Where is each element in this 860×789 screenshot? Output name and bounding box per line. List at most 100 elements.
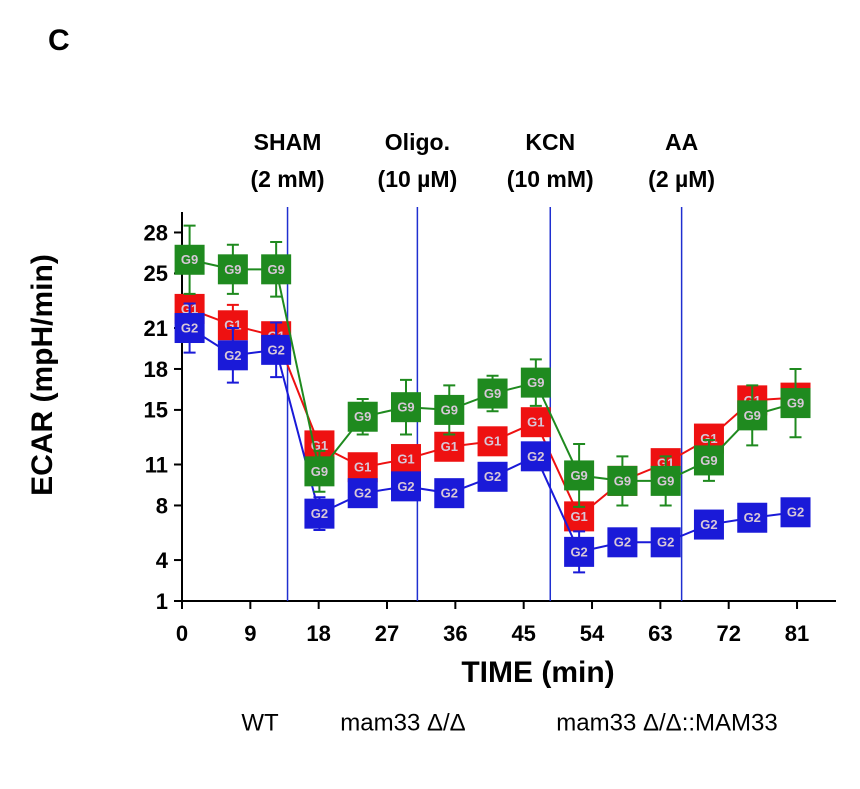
marker-label: G2 — [657, 535, 674, 550]
injection-dose: (2 mM) — [250, 166, 324, 192]
marker — [693, 445, 724, 476]
marker-label: G2 — [570, 544, 587, 559]
marker — [217, 254, 248, 285]
marker — [304, 498, 335, 529]
series: G2 G2 G2 G2 G2 G2 G2 G2 G2 G2 G2 G2 G2 G2 G2 — [174, 302, 811, 574]
series: G1G1G1G1G1G1G1G1G1G1G1G1G1G1G1 — [174, 293, 811, 532]
marker-label: G2 — [744, 510, 761, 525]
injection-dose: (2 µM) — [648, 166, 715, 192]
x-tick-label: 18 — [306, 621, 330, 646]
marker — [434, 394, 465, 425]
y-tick-label: 18 — [144, 357, 168, 382]
marker-label: G2 — [397, 479, 414, 494]
marker-label: G9 — [614, 473, 631, 488]
panel-label: C — [48, 24, 70, 57]
marker-label: G2 — [311, 506, 328, 521]
marker-label: G9 — [657, 473, 674, 488]
y-tick-label: 15 — [144, 398, 168, 423]
x-tick-label: 27 — [375, 621, 399, 646]
y-tick-label: 1 — [156, 589, 168, 614]
marker — [477, 426, 508, 457]
marker-label: G9 — [397, 400, 414, 415]
injection-dose: (10 µM) — [378, 166, 458, 192]
x-axis-label: TIME (min) — [461, 656, 614, 689]
marker — [434, 431, 465, 462]
marker — [780, 497, 811, 528]
marker — [477, 378, 508, 409]
marker-label: G2 — [181, 320, 198, 335]
footer-label: mam33 Δ/Δ — [340, 709, 465, 736]
marker — [520, 367, 551, 398]
marker-label: G9 — [744, 408, 761, 423]
marker — [737, 502, 768, 533]
injection-name: AA — [665, 129, 698, 155]
marker-label: G9 — [700, 453, 717, 468]
injection-name: KCN — [525, 129, 575, 155]
marker-label: G2 — [267, 342, 284, 357]
y-tick-label: 25 — [144, 261, 168, 286]
marker — [693, 509, 724, 540]
marker-label: G2 — [441, 486, 458, 501]
injection-name: SHAM — [254, 129, 322, 155]
marker — [347, 401, 378, 432]
marker-label: G9 — [267, 262, 284, 277]
marker — [520, 407, 551, 438]
y-tick-label: 8 — [156, 493, 168, 518]
marker — [390, 392, 421, 423]
x-tick-label: 63 — [648, 621, 672, 646]
marker-label: G9 — [787, 396, 804, 411]
marker-label: G2 — [224, 348, 241, 363]
x-tick-label: 54 — [580, 621, 605, 646]
marker-label: G2 — [614, 535, 631, 550]
marker-label: G2 — [484, 469, 501, 484]
marker — [520, 441, 551, 472]
marker — [174, 313, 205, 344]
y-tick-label: 28 — [144, 220, 168, 245]
marker — [477, 461, 508, 492]
marker — [261, 334, 292, 365]
marker — [564, 536, 595, 567]
y-axis-label: ECAR (mpH/min) — [26, 254, 59, 496]
x-tick-label: 36 — [443, 621, 467, 646]
marker-label: G1 — [441, 439, 458, 454]
marker-label: G1 — [527, 415, 544, 430]
marker — [780, 388, 811, 419]
marker-label: G9 — [224, 262, 241, 277]
marker — [650, 527, 681, 558]
y-tick-label: 21 — [144, 316, 168, 341]
marker — [304, 456, 335, 487]
marker — [434, 478, 465, 509]
x-tick-label: 81 — [785, 621, 809, 646]
injection-dose: (10 mM) — [507, 166, 594, 192]
marker — [650, 465, 681, 496]
marker — [261, 254, 292, 285]
marker — [174, 244, 205, 275]
marker-label: G9 — [527, 375, 544, 390]
marker-label: G9 — [311, 464, 328, 479]
marker-label: G9 — [354, 409, 371, 424]
series: G9 G9 G9 G9 G9 G9 G9 G9 G9 G9 G9 G9 G9 G9 G9 — [174, 224, 811, 508]
footer-label: mam33 Δ/Δ::MAM33 — [556, 709, 777, 736]
marker-label: G9 — [441, 402, 458, 417]
x-tick-label: 0 — [176, 621, 188, 646]
marker-label: G9 — [181, 252, 198, 267]
x-tick-label: 72 — [716, 621, 740, 646]
marker — [347, 452, 378, 483]
marker — [607, 465, 638, 496]
marker-label: G1 — [354, 460, 371, 475]
marker — [737, 400, 768, 431]
marker-label: G2 — [700, 517, 717, 532]
marker — [607, 527, 638, 558]
marker-label: G9 — [484, 386, 501, 401]
marker — [347, 478, 378, 509]
marker-label: G2 — [354, 486, 371, 501]
x-tick-label: 9 — [244, 621, 256, 646]
marker-label: G1 — [397, 451, 414, 466]
marker — [390, 444, 421, 475]
marker — [564, 460, 595, 491]
marker-label: G1 — [484, 434, 501, 449]
marker-label: G1 — [570, 509, 587, 524]
footer-label: WT — [241, 709, 279, 736]
y-tick-label: 11 — [145, 452, 168, 477]
